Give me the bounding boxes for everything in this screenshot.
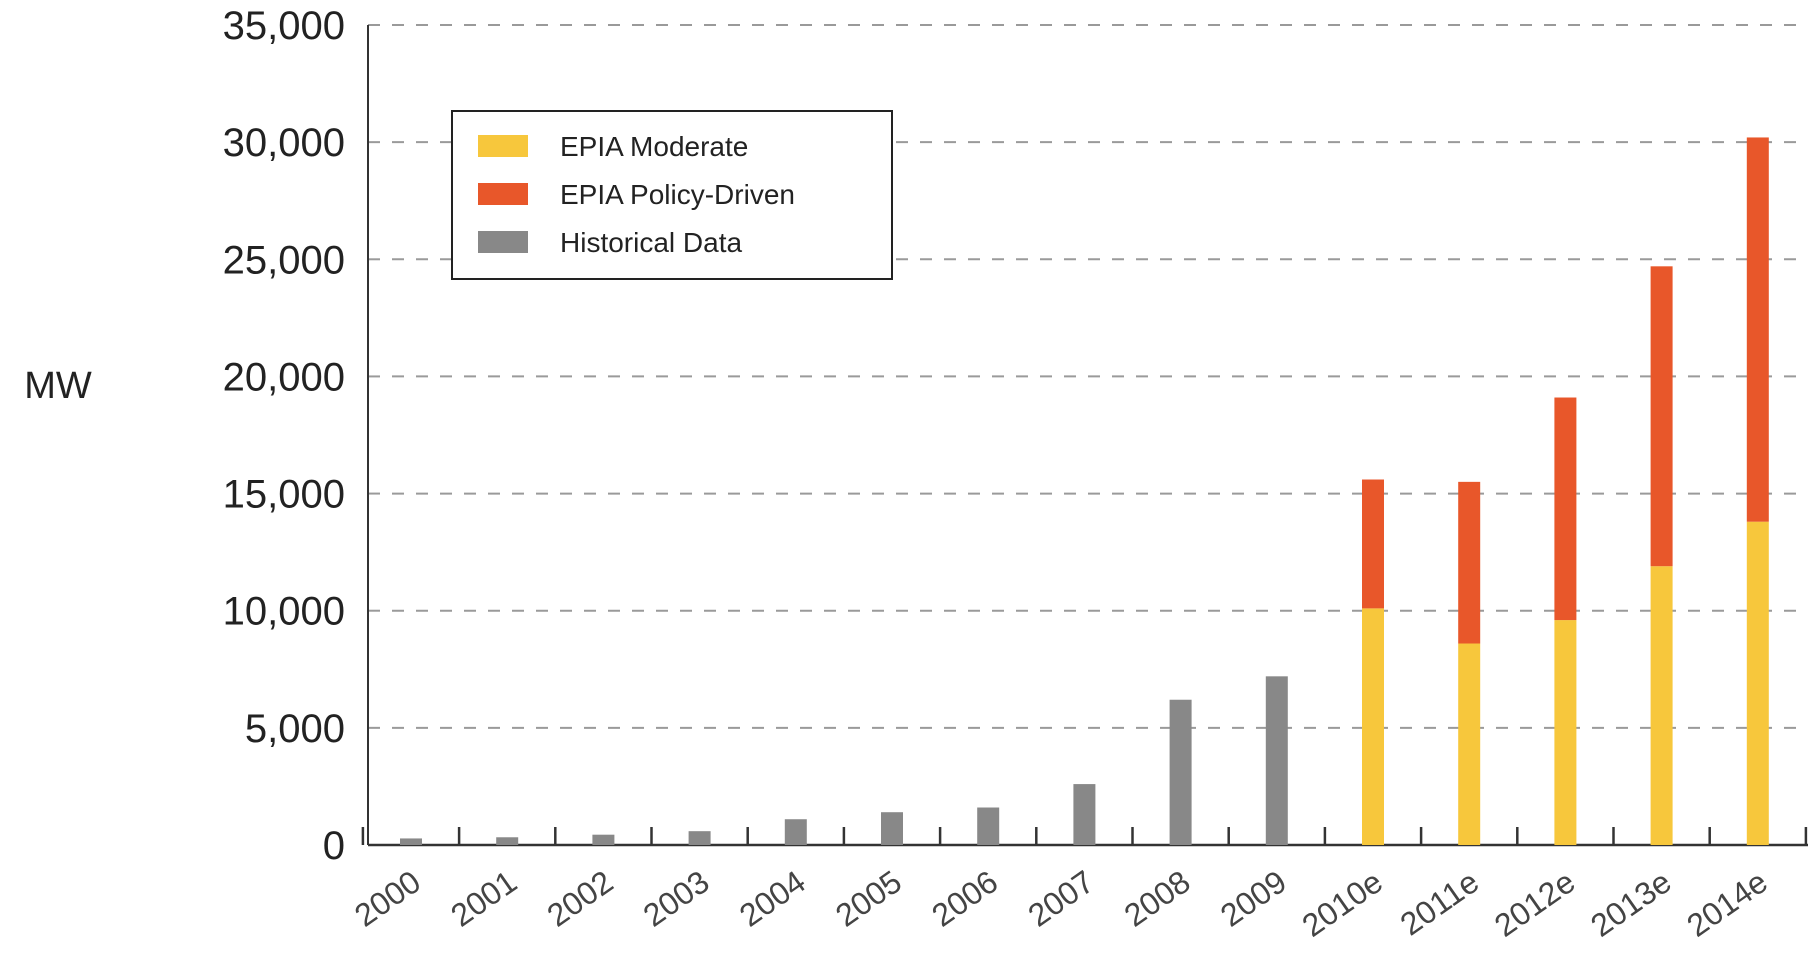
bar-epia-policy-driven (1746, 137, 1769, 522)
legend-swatch (478, 231, 528, 253)
legend-swatch (478, 135, 528, 157)
bar-epia-moderate (1458, 643, 1481, 845)
x-tick-label: 2009 (1214, 863, 1293, 933)
bars (400, 137, 1769, 845)
x-tick-label: 2012e (1488, 863, 1582, 944)
x-tick-label: 2007 (1021, 863, 1100, 933)
bar-epia-policy-driven (1362, 479, 1384, 609)
legend-label: Historical Data (560, 227, 742, 258)
y-tick-label: 25,000 (223, 238, 345, 282)
bar-historical-data (977, 807, 1000, 845)
legend-swatch (478, 183, 528, 205)
legend-label: EPIA Moderate (560, 131, 748, 162)
bar-epia-policy-driven (1458, 481, 1481, 644)
bar-epia-policy-driven (1650, 266, 1673, 567)
y-tick-label: 30,000 (223, 121, 345, 165)
x-tick-label: 2001 (444, 863, 523, 933)
bar-epia-policy-driven (1554, 397, 1577, 621)
x-tick-label: 2011e (1394, 863, 1486, 942)
y-tick-label: 15,000 (223, 473, 345, 517)
x-tick-label: 2006 (925, 863, 1004, 933)
bar-epia-moderate (1746, 521, 1769, 845)
x-tick-label: 2008 (1118, 863, 1197, 933)
x-tick-label: 2014e (1680, 863, 1774, 944)
x-tick-label: 2013e (1584, 863, 1678, 944)
bar-historical-data (1073, 784, 1096, 845)
bar-historical-data (784, 819, 807, 845)
x-tick-label: 2002 (540, 863, 619, 933)
x-tick-label: 2005 (829, 863, 908, 933)
legend-label: EPIA Policy-Driven (560, 179, 795, 210)
bar-epia-moderate (1650, 566, 1673, 845)
x-tick-label: 2003 (637, 863, 716, 933)
bar-historical-data (592, 834, 615, 845)
y-tick-label: 35,000 (223, 4, 345, 48)
y-tick-label: 5,000 (245, 707, 345, 751)
bar-historical-data (1169, 699, 1192, 845)
y-tick-label: 0 (323, 824, 345, 868)
bar-epia-moderate (1554, 620, 1577, 845)
bar-historical-data (496, 837, 519, 845)
y-axis: 0 5,000 10,000 15,000 20,000 25,000 30,000 35,0… (223, 4, 369, 868)
x-tick-label: 2000 (348, 863, 427, 933)
bar-historical-data (881, 812, 903, 845)
y-tick-label: 10,000 (223, 590, 345, 634)
legend: EPIA Moderate EPIA Policy-Driven Historica… (451, 110, 893, 280)
x-tick-label: 2010e (1295, 863, 1389, 944)
bar-historical-data (1265, 676, 1288, 845)
x-tick-label: 2004 (733, 863, 812, 933)
bar-epia-moderate (1362, 608, 1384, 845)
y-tick-label: 20,000 (223, 355, 345, 399)
bar-historical-data (400, 838, 422, 845)
y-axis-title: MW (24, 365, 92, 407)
bar-historical-data (688, 831, 711, 845)
